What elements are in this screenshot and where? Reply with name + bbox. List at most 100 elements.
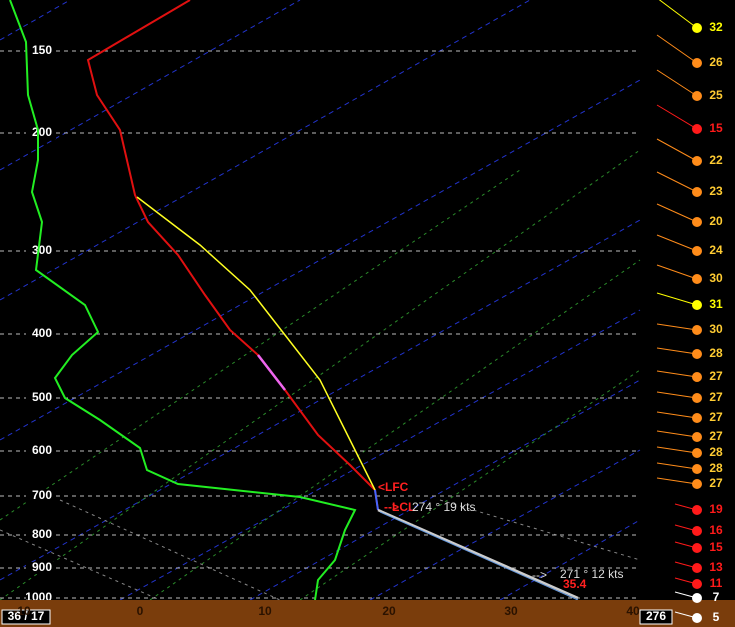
pressure-label-bg — [26, 490, 56, 502]
right-box — [639, 609, 673, 625]
lcl-segment — [374, 489, 379, 511]
wind-barb — [656, 203, 698, 223]
pressure-label-bg — [26, 45, 56, 57]
wind-speed: 27 — [709, 429, 723, 443]
wind-speed: 30 — [709, 271, 723, 285]
wind-speed: 24 — [709, 243, 723, 257]
wind-dot — [692, 372, 702, 382]
pressure-label: 300 — [32, 243, 52, 257]
wind-dot — [692, 124, 702, 134]
surface-text: 36 / 17 — [8, 609, 45, 623]
wind-speed: 27 — [709, 476, 723, 490]
bottom-bar — [0, 600, 735, 627]
wind-dot — [692, 432, 702, 442]
temperature-label: 0 — [137, 604, 144, 618]
wind-speed: 15 — [709, 540, 723, 554]
temperature-label: -10 — [13, 604, 31, 618]
wind-sfc: 271 ° 12 kts — [560, 567, 624, 581]
wind-speed: 30 — [709, 322, 723, 336]
lcl-label: LCL — [392, 500, 415, 514]
wind-barb — [656, 347, 698, 355]
pressure-label-bg — [26, 445, 56, 457]
sfc-value: 35.4 — [563, 577, 587, 591]
wind-barb — [656, 34, 698, 64]
wind-barb — [656, 234, 698, 252]
parcel-line — [136, 196, 376, 491]
wind-dot — [692, 349, 702, 359]
temperature-label: 30 — [504, 604, 518, 618]
pressure-label-bg — [26, 245, 56, 257]
wind-dot — [692, 613, 702, 623]
wind-dot — [692, 505, 702, 515]
wind-dot — [692, 448, 702, 458]
wind-barb — [656, 411, 698, 419]
wind-dot — [692, 393, 702, 403]
dewpoint-line — [9, 0, 357, 601]
pressure-label: 500 — [32, 390, 52, 404]
sfc-parcel — [377, 508, 579, 600]
wind-barb — [658, 0, 698, 29]
wind-dot — [692, 300, 702, 310]
wind-barb — [656, 430, 698, 438]
wind-speed: 16 — [709, 523, 723, 537]
lfc-label: <LFC — [378, 480, 409, 494]
wind-speed: 25 — [709, 88, 723, 102]
wind-speed: 13 — [709, 560, 723, 574]
wind-barb — [656, 462, 698, 470]
wind-dot — [692, 579, 702, 589]
wind-barb — [656, 323, 698, 331]
wind-dot — [692, 187, 702, 197]
wind-barb — [656, 104, 698, 130]
wind-dot — [692, 91, 702, 101]
pressure-label: 200 — [32, 125, 52, 139]
sfc-parcel-blue — [379, 511, 579, 601]
wind-dot — [692, 479, 702, 489]
wind-dot — [692, 246, 702, 256]
wind-speed: 7 — [713, 590, 720, 604]
wind-speed: 28 — [709, 445, 723, 459]
temperature-label: 10 — [258, 604, 272, 618]
wind-speed: 26 — [709, 55, 723, 69]
wind-barb — [656, 391, 698, 399]
wind-dot — [692, 543, 702, 553]
wind-barb — [656, 264, 698, 280]
wind-dot — [692, 464, 702, 474]
temperature-label: 40 — [626, 604, 640, 618]
pressure-label-bg — [26, 529, 56, 541]
wind-speed: 22 — [709, 153, 723, 167]
wind-dot — [692, 593, 702, 603]
wind-dot — [692, 156, 702, 166]
wind-barb — [656, 171, 698, 193]
wind-dot — [692, 23, 702, 33]
wind-speed: 27 — [709, 390, 723, 404]
pressure-label: 900 — [32, 560, 52, 574]
cape-segment — [257, 354, 286, 391]
pressure-label-bg — [26, 562, 56, 574]
wind-speed: 28 — [709, 461, 723, 475]
mixing-lines — [0, 149, 641, 601]
wind-barb — [656, 370, 698, 378]
wind-speed: 23 — [709, 184, 723, 198]
wind-barb — [656, 446, 698, 454]
wind-dot — [692, 413, 702, 423]
wind-speed: 28 — [709, 346, 723, 360]
pressure-label-bg — [26, 392, 56, 404]
wind-speed: 27 — [709, 410, 723, 424]
pressure-label-bg — [26, 328, 56, 340]
wind-speed: 27 — [709, 369, 723, 383]
wind-speed: 15 — [709, 121, 723, 135]
wind-dot — [692, 526, 702, 536]
wind-lcl: 274 ° 19 kts — [412, 500, 476, 514]
wind-dot — [692, 217, 702, 227]
sfc-arrow: --> — [532, 568, 547, 582]
pressure-label: 800 — [32, 527, 52, 541]
isotherms — [0, 0, 641, 601]
wind-speed: 32 — [709, 20, 723, 34]
pressure-label: 700 — [32, 488, 52, 502]
surface-box — [1, 609, 51, 625]
pressure-label: 400 — [32, 326, 52, 340]
wind-dot — [692, 58, 702, 68]
temperature-line — [86, 0, 379, 511]
